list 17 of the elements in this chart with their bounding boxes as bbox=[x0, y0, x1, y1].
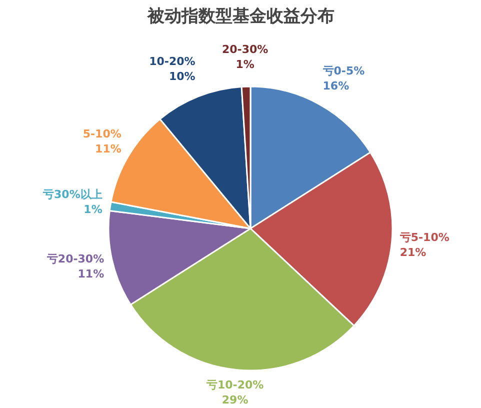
data-label: 10% bbox=[168, 70, 196, 84]
data-label: 21% bbox=[400, 246, 426, 260]
slice-label: 亏0-5% bbox=[322, 64, 365, 78]
data-label: 1% bbox=[236, 58, 254, 72]
data-label: 11% bbox=[78, 268, 104, 281]
data-label: 16% bbox=[322, 79, 350, 92]
data-label: 11% bbox=[95, 142, 122, 156]
slice-label: 20-30% bbox=[222, 43, 268, 56]
chart-title: 被动指数型基金收益分布 bbox=[146, 6, 334, 26]
slice-label: 亏30%以上 bbox=[42, 188, 102, 202]
slice-label: 10-20% bbox=[149, 55, 196, 68]
slice-label: 亏5-10% bbox=[398, 231, 450, 244]
slice-label: 亏10-20% bbox=[205, 378, 264, 392]
slice-label: 5-10% bbox=[82, 127, 122, 140]
data-label: 29% bbox=[222, 393, 248, 406]
slice-label: 亏20-30% bbox=[46, 252, 104, 266]
data-label: 1% bbox=[84, 203, 102, 216]
